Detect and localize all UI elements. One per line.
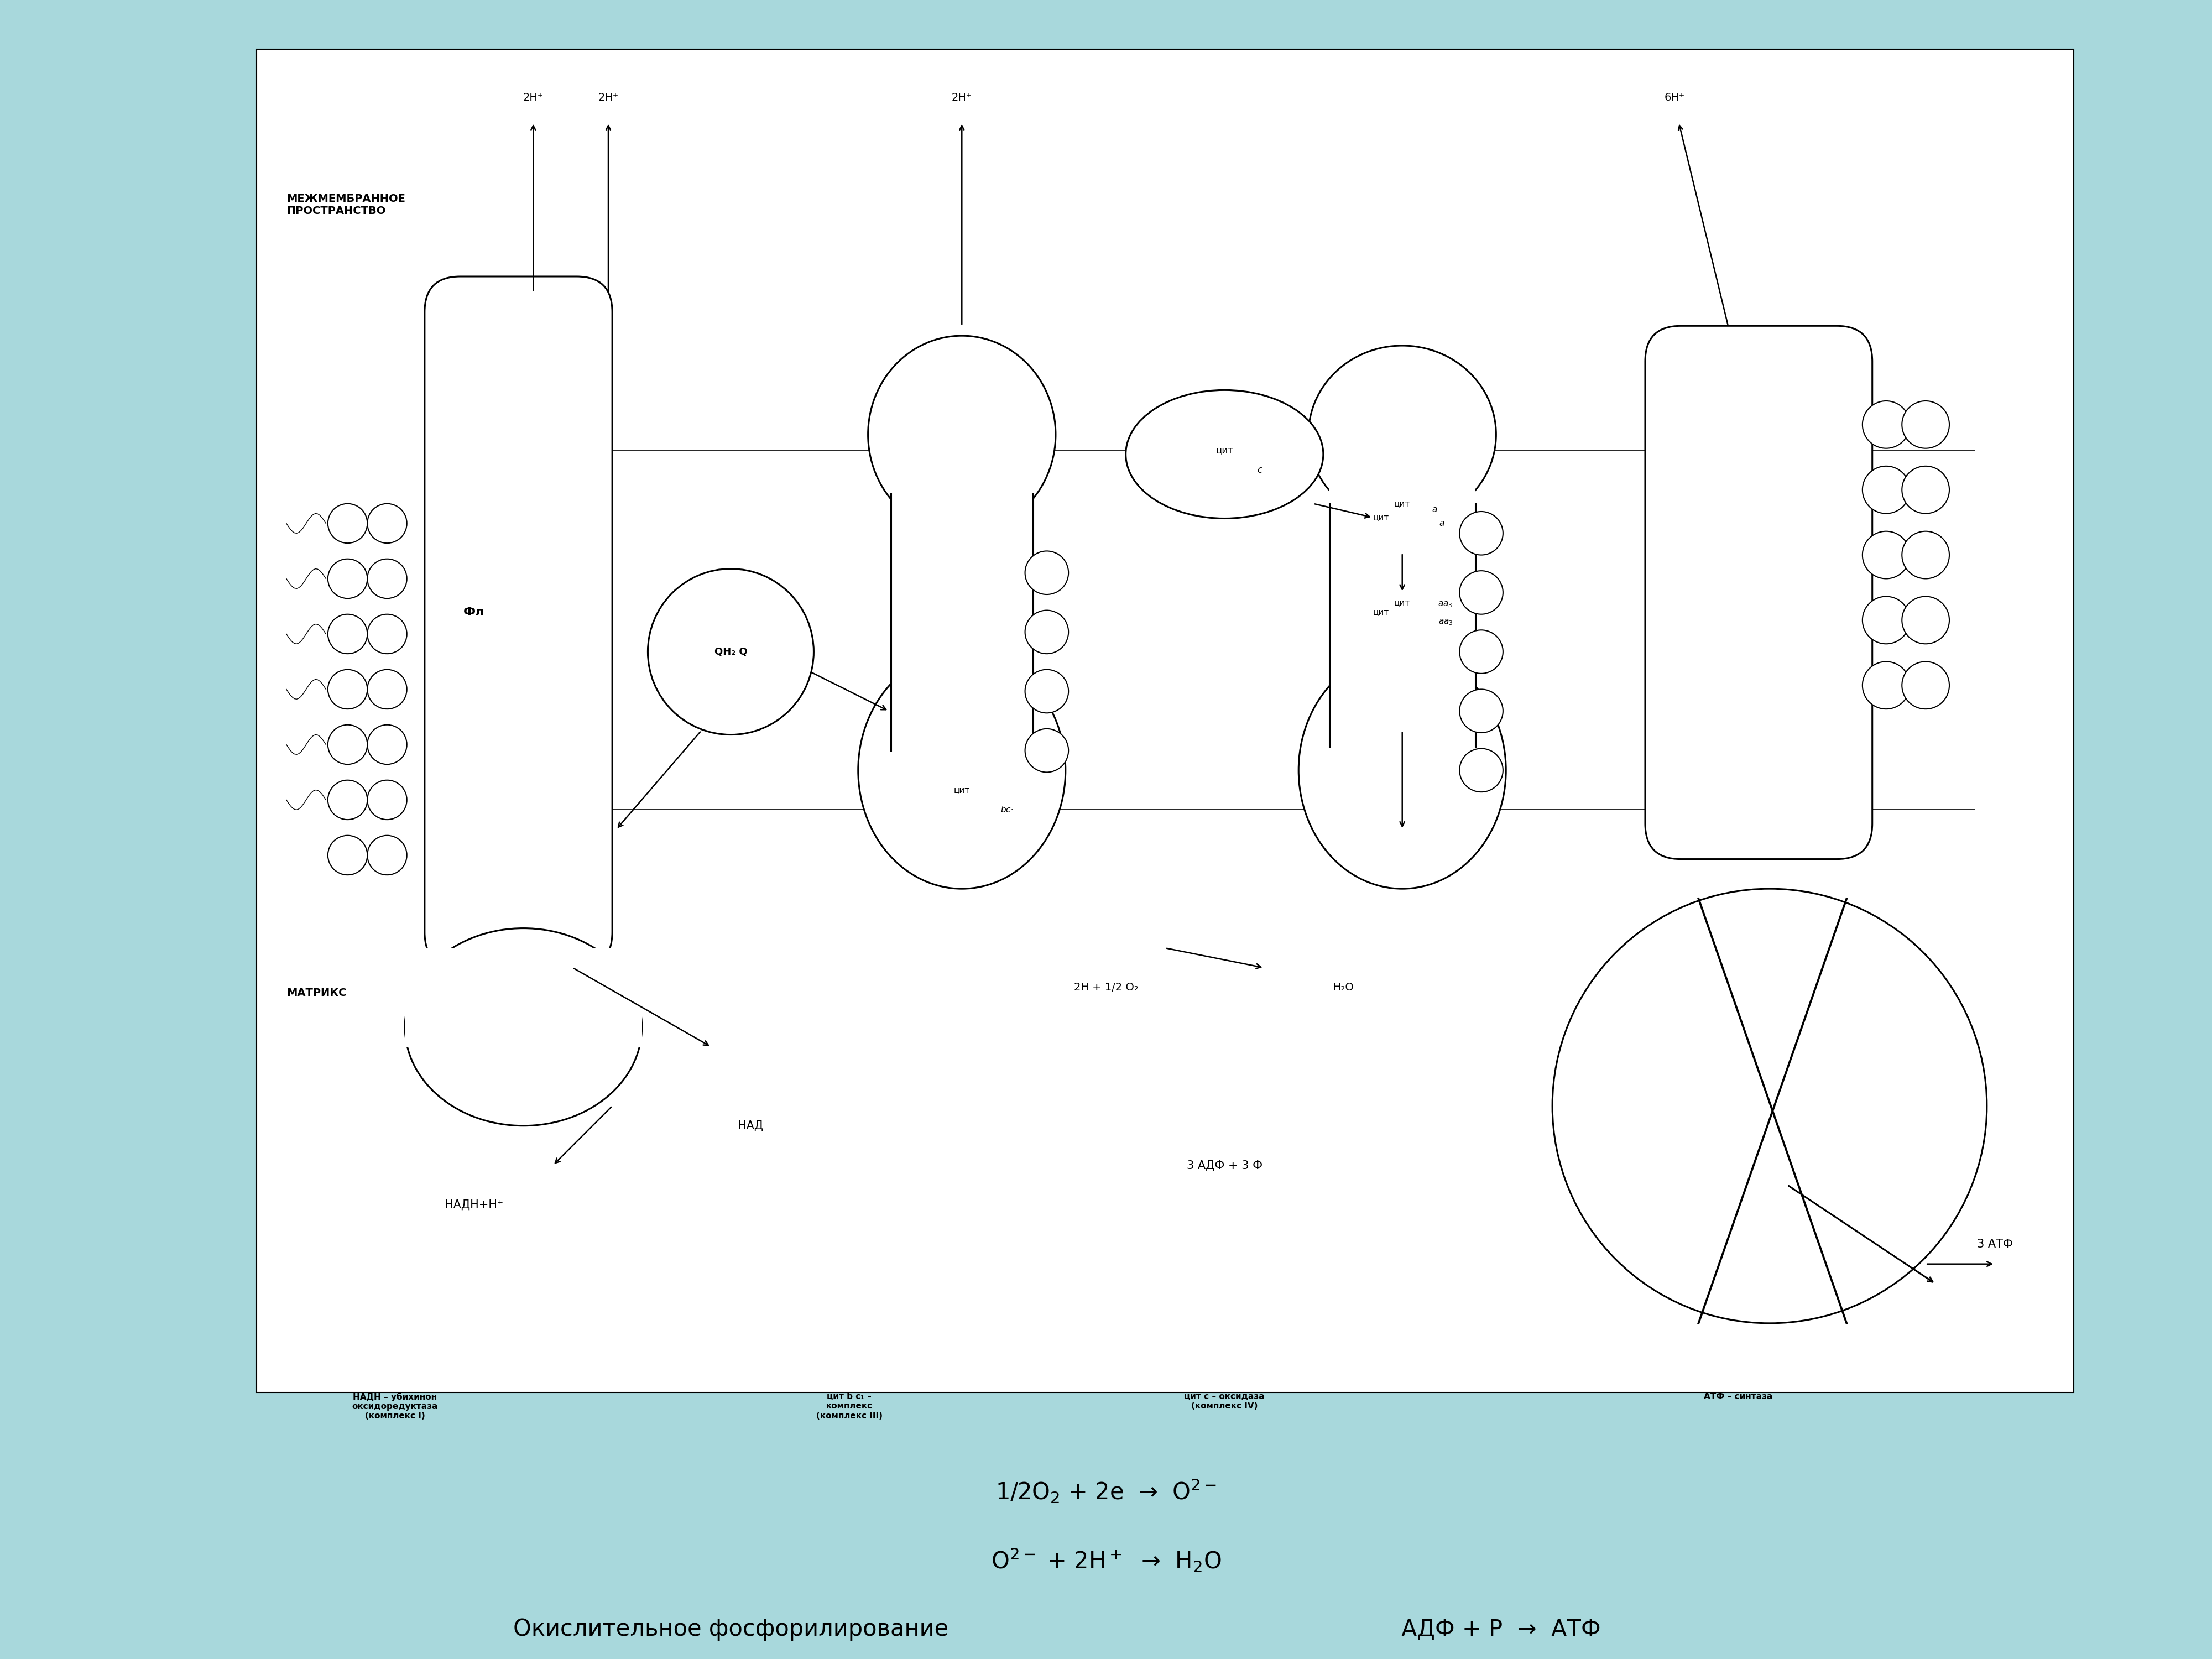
Circle shape: [327, 614, 367, 654]
FancyBboxPatch shape: [425, 277, 613, 967]
Text: 6H⁺: 6H⁺: [1666, 93, 1686, 103]
Circle shape: [367, 780, 407, 820]
Text: цит: цит: [1394, 499, 1411, 508]
Circle shape: [1024, 551, 1068, 594]
Ellipse shape: [405, 929, 641, 1126]
FancyBboxPatch shape: [1646, 325, 1871, 859]
Text: Окислительное фосфорилирование: Окислительное фосфорилирование: [513, 1618, 949, 1641]
Circle shape: [1863, 662, 1909, 708]
Circle shape: [327, 725, 367, 765]
Circle shape: [1460, 748, 1502, 791]
Text: $aa_3$: $aa_3$: [1438, 601, 1453, 609]
Text: МАТРИКС: МАТРИКС: [285, 987, 347, 999]
Text: $bc_1$: $bc_1$: [1000, 805, 1015, 815]
Ellipse shape: [867, 335, 1055, 533]
Circle shape: [1024, 670, 1068, 713]
Circle shape: [1902, 597, 1949, 644]
Circle shape: [1553, 889, 1986, 1324]
Circle shape: [367, 614, 407, 654]
Text: 2H⁺: 2H⁺: [522, 93, 544, 103]
Circle shape: [1460, 630, 1502, 674]
Text: 2H⁺: 2H⁺: [951, 93, 971, 103]
Text: цит: цит: [1217, 445, 1234, 455]
Text: 3 АТФ: 3 АТФ: [1978, 1239, 2013, 1249]
Text: $a$: $a$: [1438, 519, 1444, 528]
Text: цит: цит: [1374, 513, 1389, 521]
Text: 2H + 1/2 O₂: 2H + 1/2 O₂: [1073, 982, 1139, 992]
Text: 1/2O$_2$ + 2e  →  O$^{2-}$: 1/2O$_2$ + 2e → O$^{2-}$: [995, 1478, 1217, 1505]
Circle shape: [1863, 531, 1909, 579]
Circle shape: [327, 780, 367, 820]
Bar: [1329, 484, 1475, 780]
Text: QH₂ Q: QH₂ Q: [714, 647, 748, 657]
Ellipse shape: [1126, 390, 1323, 518]
Circle shape: [1902, 662, 1949, 708]
Text: $a$: $a$: [1431, 506, 1438, 514]
Circle shape: [327, 670, 367, 708]
Text: 2H⁺: 2H⁺: [597, 93, 619, 103]
Circle shape: [327, 559, 367, 599]
Ellipse shape: [1298, 652, 1506, 889]
Circle shape: [367, 504, 407, 542]
Text: НАДН+Н⁺: НАДН+Н⁺: [445, 1199, 504, 1211]
Circle shape: [367, 836, 407, 874]
Circle shape: [1863, 597, 1909, 644]
Circle shape: [1863, 466, 1909, 514]
Circle shape: [1460, 571, 1502, 614]
Text: цит b c₁ –
комплекс
(комплекс III): цит b c₁ – комплекс (комплекс III): [816, 1392, 883, 1420]
Bar: [405, 947, 641, 1047]
Text: Фл: Фл: [462, 607, 484, 617]
Bar: [257, 50, 2073, 1392]
Circle shape: [1460, 688, 1502, 733]
Circle shape: [1902, 401, 1949, 448]
Circle shape: [648, 569, 814, 735]
Text: цит c – оксидаза
(комплекс IV): цит c – оксидаза (комплекс IV): [1183, 1392, 1265, 1410]
Text: цит: цит: [1374, 609, 1389, 617]
Text: цит: цит: [1394, 599, 1411, 607]
Circle shape: [1902, 466, 1949, 514]
Circle shape: [367, 670, 407, 708]
Circle shape: [367, 559, 407, 599]
Circle shape: [1902, 531, 1949, 579]
Text: O$^{2-}$ + 2H$^+$  →  H$_2$O: O$^{2-}$ + 2H$^+$ → H$_2$O: [991, 1546, 1221, 1574]
Text: НАДН – убихинон
оксидоредуктаза
(комплекс I): НАДН – убихинон оксидоредуктаза (комплек…: [352, 1392, 438, 1420]
Text: АТФ – синтаза: АТФ – синтаза: [1703, 1392, 1772, 1400]
Text: цит: цит: [953, 786, 969, 795]
Text: $c$: $c$: [1256, 465, 1263, 474]
Circle shape: [327, 836, 367, 874]
Circle shape: [327, 504, 367, 542]
Bar: [891, 474, 1033, 770]
Text: НАД: НАД: [739, 1120, 763, 1131]
Text: 3 АДФ + 3 Ф: 3 АДФ + 3 Ф: [1186, 1160, 1263, 1171]
Text: $aa_3$: $aa_3$: [1438, 617, 1453, 627]
Ellipse shape: [858, 652, 1066, 889]
Text: МЕЖМЕМБРАННОЕ
ПРОСТРАНСТВО: МЕЖМЕМБРАННОЕ ПРОСТРАНСТВО: [285, 194, 405, 216]
Circle shape: [1460, 511, 1502, 556]
Circle shape: [1863, 401, 1909, 448]
Circle shape: [367, 725, 407, 765]
Circle shape: [1024, 728, 1068, 771]
Ellipse shape: [1310, 345, 1495, 523]
Text: H₂O: H₂O: [1332, 982, 1354, 992]
Circle shape: [1024, 611, 1068, 654]
Text: АДФ + Р  →  АТФ: АДФ + Р → АТФ: [1400, 1618, 1601, 1641]
